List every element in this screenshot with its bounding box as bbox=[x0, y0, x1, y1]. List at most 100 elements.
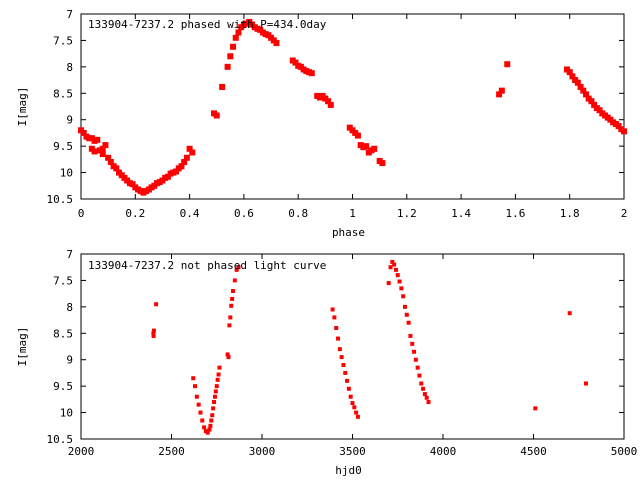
data-point bbox=[178, 163, 185, 170]
data-point bbox=[202, 425, 207, 430]
data-point bbox=[232, 278, 237, 283]
data-point bbox=[574, 79, 581, 86]
y-tick-label: 8.5 bbox=[53, 87, 73, 100]
data-point bbox=[582, 91, 589, 98]
y-tick-label: 9 bbox=[66, 114, 73, 127]
x-tick-label: 1.8 bbox=[560, 207, 580, 220]
data-point bbox=[330, 307, 335, 312]
data-point bbox=[371, 145, 378, 152]
data-point bbox=[386, 281, 391, 286]
y-axis-label: I[mag] bbox=[16, 327, 29, 367]
x-tick-label: 1.6 bbox=[505, 207, 525, 220]
plot-frame bbox=[80, 13, 625, 200]
data-point bbox=[504, 61, 511, 68]
data-point bbox=[417, 373, 422, 378]
x-tick-label: 3500 bbox=[339, 445, 366, 458]
data-point bbox=[210, 413, 215, 418]
data-point bbox=[181, 159, 188, 165]
data-point bbox=[232, 34, 239, 41]
data-point bbox=[173, 168, 180, 175]
data-point bbox=[212, 400, 217, 404]
data-point bbox=[308, 70, 315, 77]
data-point bbox=[191, 376, 196, 381]
data-point bbox=[421, 386, 426, 391]
data-point bbox=[345, 378, 350, 383]
y-tick-label: 7 bbox=[66, 8, 73, 21]
data-point bbox=[99, 145, 106, 152]
y-tick-label: 9.5 bbox=[53, 380, 73, 393]
data-point bbox=[196, 402, 201, 407]
data-point bbox=[164, 173, 171, 180]
data-point bbox=[392, 262, 397, 267]
data-point bbox=[102, 142, 109, 149]
y-tick-label: 7 bbox=[66, 248, 73, 261]
data-point bbox=[183, 154, 190, 161]
chart-title: 133904-7237.2 not phased light curve bbox=[88, 259, 326, 272]
y-tick-label: 8 bbox=[66, 61, 73, 74]
x-axis-label: phase bbox=[332, 226, 365, 239]
data-point bbox=[404, 312, 409, 317]
data-point bbox=[354, 132, 361, 139]
data-point bbox=[393, 267, 398, 272]
data-point bbox=[151, 333, 156, 338]
data-point bbox=[566, 69, 573, 76]
x-tick-label: 3000 bbox=[249, 445, 276, 458]
data-point bbox=[408, 333, 413, 338]
data-point bbox=[230, 296, 235, 301]
data-point bbox=[352, 405, 357, 410]
x-tick-label: 2000 bbox=[68, 445, 95, 458]
data-point bbox=[588, 98, 595, 105]
x-tick-label: 0.4 bbox=[180, 207, 200, 220]
data-point bbox=[591, 101, 598, 108]
data-point bbox=[415, 365, 420, 370]
data-point bbox=[341, 363, 346, 367]
data-point bbox=[213, 112, 220, 119]
plot-frame bbox=[80, 253, 625, 440]
data-point bbox=[348, 394, 353, 399]
data-point bbox=[413, 357, 418, 362]
data-point bbox=[343, 370, 348, 375]
x-tick-label: 0.2 bbox=[125, 207, 145, 220]
data-point bbox=[327, 101, 334, 108]
data-point bbox=[198, 410, 203, 415]
data-point bbox=[410, 341, 415, 346]
y-tick-label: 10.5 bbox=[47, 433, 74, 446]
y-tick-label: 10 bbox=[60, 407, 73, 420]
data-point bbox=[217, 365, 222, 370]
data-point bbox=[346, 386, 351, 391]
data-point bbox=[151, 331, 156, 336]
x-tick-label: 1.2 bbox=[397, 207, 417, 220]
data-point bbox=[94, 136, 101, 143]
data-point bbox=[406, 320, 411, 325]
data-point bbox=[379, 160, 386, 167]
data-point bbox=[397, 279, 402, 284]
data-point bbox=[231, 289, 236, 293]
y-tick-label: 10 bbox=[60, 167, 73, 180]
x-tick-label: 2 bbox=[621, 207, 628, 220]
y-tick-label: 9.5 bbox=[53, 140, 73, 153]
data-point bbox=[235, 29, 242, 36]
data-point bbox=[363, 143, 370, 150]
data-point bbox=[273, 40, 280, 47]
x-tick-label: 4500 bbox=[520, 445, 547, 458]
y-tick-label: 10.5 bbox=[47, 193, 74, 206]
x-tick-label: 0 bbox=[78, 207, 85, 220]
data-point bbox=[107, 159, 114, 165]
data-point bbox=[533, 406, 538, 411]
data-point bbox=[91, 148, 98, 155]
chart-title: 133904-7237.2 phased with P=434.0day bbox=[88, 18, 327, 31]
data-point bbox=[422, 392, 427, 397]
data-point bbox=[401, 294, 406, 299]
data-point bbox=[186, 145, 193, 152]
data-point bbox=[426, 400, 431, 404]
data-point bbox=[354, 410, 359, 415]
data-point bbox=[200, 418, 205, 423]
data-point bbox=[228, 315, 233, 320]
x-tick-label: 0.8 bbox=[288, 207, 308, 220]
data-point bbox=[615, 123, 622, 130]
x-tick-label: 2500 bbox=[158, 445, 185, 458]
data-point bbox=[399, 286, 404, 291]
data-point bbox=[227, 53, 234, 60]
data-point bbox=[214, 384, 219, 389]
